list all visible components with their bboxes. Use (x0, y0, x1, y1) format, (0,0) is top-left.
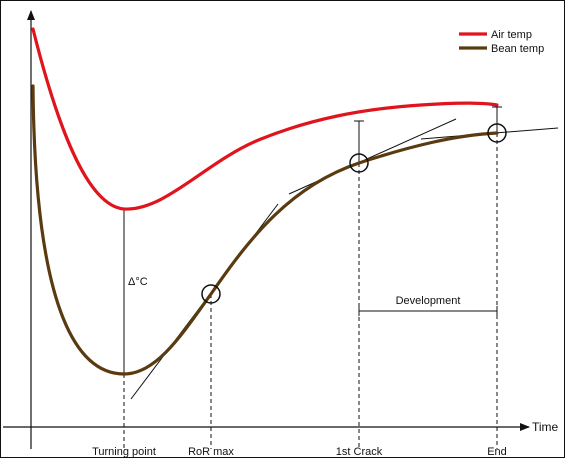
end-marker (487, 123, 507, 143)
first-crack-marker (349, 153, 369, 173)
ror-max-marker (201, 284, 221, 304)
delta-temp-annotation: Δ°C (119, 208, 148, 375)
tangent-lines (130, 118, 559, 400)
delta-label: Δ°C (128, 276, 148, 288)
legend-label-bean-temp: Bean temp (491, 43, 544, 55)
tick-label-turning-point: Turning point (92, 446, 156, 457)
tick-label-end: End (487, 446, 507, 457)
legend-label-air-temp: Air temp (491, 29, 532, 41)
air-temp-line (31, 27, 499, 211)
tick-label-ror-max: RoR max (188, 446, 234, 457)
bean-temp-line (31, 84, 499, 376)
end-gap (492, 106, 502, 133)
tick-label-first-crack: 1st Crack (336, 446, 383, 457)
x-axis-label: Time (532, 420, 559, 434)
development-bracket: Development (358, 295, 498, 316)
development-label: Development (396, 295, 461, 307)
first-crack-gap (354, 120, 364, 163)
event-guides (123, 133, 498, 449)
legend: Air temp Bean temp (459, 29, 544, 55)
